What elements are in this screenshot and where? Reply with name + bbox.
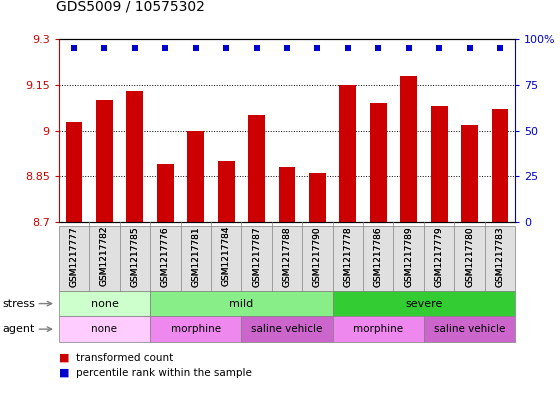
Text: stress: stress: [3, 299, 36, 309]
Text: GSM1217785: GSM1217785: [130, 226, 139, 286]
Text: mild: mild: [229, 299, 254, 309]
Text: saline vehicle: saline vehicle: [251, 324, 323, 334]
Text: GSM1217781: GSM1217781: [191, 226, 200, 286]
Text: GSM1217777: GSM1217777: [69, 226, 78, 286]
Text: GSM1217787: GSM1217787: [252, 226, 261, 286]
Bar: [309, 173, 326, 222]
Bar: [96, 100, 113, 222]
Bar: [431, 106, 447, 222]
Text: severe: severe: [405, 299, 442, 309]
Text: ■: ■: [59, 367, 69, 378]
Bar: [188, 130, 204, 222]
Text: GSM1217779: GSM1217779: [435, 226, 444, 286]
Bar: [248, 116, 265, 222]
Text: none: none: [91, 324, 118, 334]
Text: GSM1217776: GSM1217776: [161, 226, 170, 286]
Text: morphine: morphine: [171, 324, 221, 334]
Text: GSM1217789: GSM1217789: [404, 226, 413, 286]
Text: GSM1217778: GSM1217778: [343, 226, 352, 286]
Text: GSM1217781: GSM1217781: [191, 226, 200, 286]
Text: GSM1217780: GSM1217780: [465, 226, 474, 286]
Text: percentile rank within the sample: percentile rank within the sample: [76, 367, 251, 378]
Text: GSM1217780: GSM1217780: [465, 226, 474, 286]
Text: GSM1217786: GSM1217786: [374, 226, 383, 286]
Text: GSM1217779: GSM1217779: [435, 226, 444, 286]
Text: GSM1217777: GSM1217777: [69, 226, 78, 286]
Text: GSM1217783: GSM1217783: [496, 226, 505, 286]
Bar: [400, 76, 417, 222]
Text: GSM1217778: GSM1217778: [343, 226, 352, 286]
Text: GSM1217782: GSM1217782: [100, 226, 109, 286]
Text: GSM1217789: GSM1217789: [404, 226, 413, 286]
Text: morphine: morphine: [353, 324, 403, 334]
Bar: [461, 125, 478, 222]
Text: GSM1217776: GSM1217776: [161, 226, 170, 286]
Text: agent: agent: [3, 324, 35, 334]
Text: GSM1217787: GSM1217787: [252, 226, 261, 286]
Bar: [66, 121, 82, 222]
Text: GSM1217786: GSM1217786: [374, 226, 383, 286]
Bar: [492, 109, 508, 222]
Text: saline vehicle: saline vehicle: [434, 324, 505, 334]
Bar: [279, 167, 295, 222]
Text: GDS5009 / 10575302: GDS5009 / 10575302: [56, 0, 205, 14]
Text: GSM1217783: GSM1217783: [496, 226, 505, 286]
Text: GSM1217784: GSM1217784: [222, 226, 231, 286]
Bar: [218, 161, 235, 222]
Bar: [157, 164, 174, 222]
Text: ■: ■: [59, 353, 69, 363]
Bar: [339, 85, 356, 222]
Text: GSM1217788: GSM1217788: [282, 226, 292, 286]
Text: transformed count: transformed count: [76, 353, 173, 363]
Text: GSM1217790: GSM1217790: [313, 226, 322, 286]
Text: GSM1217790: GSM1217790: [313, 226, 322, 286]
Text: GSM1217788: GSM1217788: [282, 226, 292, 286]
Text: none: none: [91, 299, 118, 309]
Text: GSM1217785: GSM1217785: [130, 226, 139, 286]
Bar: [127, 91, 143, 222]
Text: GSM1217782: GSM1217782: [100, 226, 109, 286]
Bar: [370, 103, 386, 222]
Text: GSM1217784: GSM1217784: [222, 226, 231, 286]
